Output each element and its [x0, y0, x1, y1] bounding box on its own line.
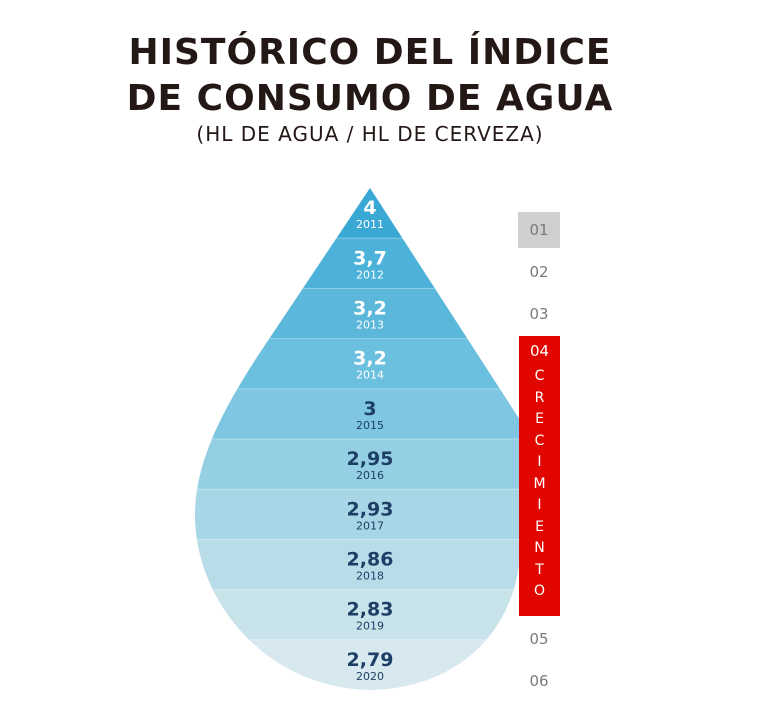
nav-active-letter: C	[534, 368, 545, 384]
value-label-2017: 2,93	[347, 498, 394, 520]
value-label-2012: 3,7	[353, 247, 387, 269]
page-title: HISTÓRICO DEL ÍNDICE DE CONSUMO DE AGUA	[0, 30, 740, 122]
drop-band-2016	[195, 439, 521, 490]
page-subtitle: (HL DE AGUA / HL DE CERVEZA)	[196, 122, 544, 146]
value-label-2011: 4	[363, 197, 376, 219]
nav-active-letter: E	[535, 518, 544, 535]
nav-active-letter: R	[534, 389, 545, 406]
nav-item-03[interactable]: 03	[529, 305, 549, 323]
band-separator	[195, 287, 521, 289]
year-label-2018: 2018	[356, 570, 384, 583]
drop-band-2019	[195, 589, 521, 641]
year-label-2011: 2011	[356, 218, 384, 231]
nav-item-05[interactable]: 05	[529, 630, 549, 648]
year-label-2015: 2015	[356, 419, 384, 432]
band-separator	[195, 589, 521, 591]
nav-item-01[interactable]: 01	[518, 212, 560, 248]
band-separator	[195, 237, 521, 239]
value-label-2019: 2,83	[347, 599, 394, 621]
nav-active-letter: I	[537, 497, 542, 513]
band-separator	[195, 388, 521, 390]
value-label-2018: 2,86	[347, 549, 394, 571]
nav-active-letter: T	[535, 561, 544, 578]
value-label-2013: 3,2	[353, 298, 387, 320]
nav-active-letter: N	[534, 540, 545, 556]
band-separator	[195, 488, 521, 490]
year-label-2019: 2019	[356, 620, 384, 633]
year-label-2017: 2017	[356, 519, 384, 532]
nav-item-02[interactable]: 02	[529, 263, 549, 281]
year-label-2016: 2016	[356, 469, 384, 482]
nav-active-letter: E	[535, 411, 544, 427]
value-label-2014: 3,2	[353, 348, 387, 370]
value-label-2015: 3	[363, 398, 376, 420]
year-label-2013: 2013	[356, 319, 384, 332]
nav-active-letter: O	[533, 583, 546, 599]
band-separator	[195, 338, 521, 340]
drop-band-2018	[195, 539, 521, 591]
year-label-2014: 2014	[356, 369, 384, 382]
band-separator	[195, 438, 521, 440]
year-label-2012: 2012	[356, 268, 384, 281]
drop-band-2015	[195, 388, 521, 440]
nav-active-letter: M	[533, 475, 546, 492]
nav-item-06[interactable]: 06	[529, 672, 549, 690]
value-label-2020: 2,79	[347, 649, 394, 671]
band-separator	[195, 538, 521, 540]
title-line-1: HISTÓRICO DEL ÍNDICE	[128, 32, 612, 73]
band-separator	[195, 639, 521, 641]
nav-item-04: 04	[529, 342, 550, 360]
drop-band-2017	[195, 489, 521, 540]
nav-active-letter: C	[534, 432, 545, 449]
title-line-2: DE CONSUMO DE AGUA	[126, 78, 614, 119]
value-label-2016: 2,95	[347, 448, 394, 470]
nav-active-letter: I	[537, 454, 542, 470]
year-label-2020: 2020	[356, 670, 384, 683]
